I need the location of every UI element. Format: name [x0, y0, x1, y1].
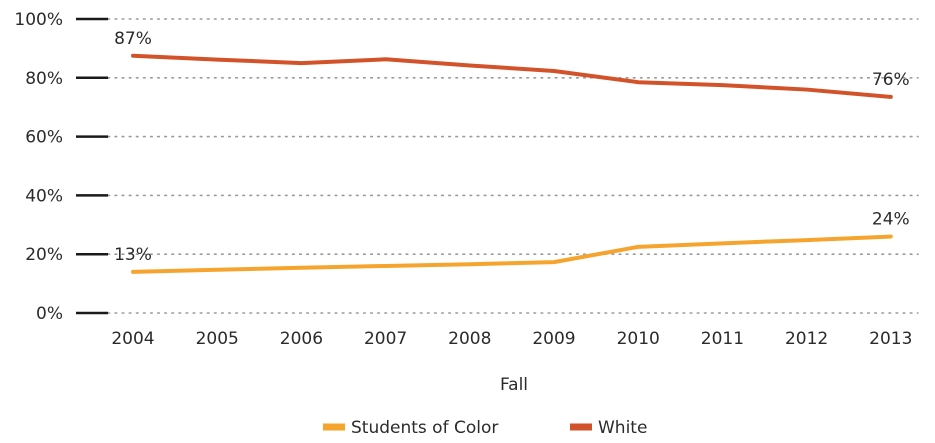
legend-swatch	[323, 423, 345, 431]
y-axis: 0% 20% 40% 60% 80% 100%	[14, 10, 108, 324]
y-tick-label: 100%	[14, 10, 63, 30]
y-tick-label: 60%	[25, 128, 63, 148]
legend-swatch	[570, 423, 592, 431]
y-tick-label: 20%	[25, 245, 63, 265]
legend-label: Students of Color	[351, 418, 498, 438]
x-tick-label: 2009	[532, 329, 575, 349]
series-line-white	[131, 53, 893, 99]
y-tick-label: 40%	[25, 186, 63, 206]
x-tick-label: 2013	[869, 329, 912, 349]
x-tick-label: 2010	[617, 329, 660, 349]
data-labels: 13% 24% 87% 76%	[114, 29, 910, 265]
x-axis: 2004 2005 2006 2007 2008 2009 2010 2011 2012 2013	[111, 329, 912, 349]
x-tick-label: 2012	[785, 329, 828, 349]
x-tick-label: 2007	[364, 329, 407, 349]
data-label: 87%	[114, 29, 152, 49]
x-tick-label: 2004	[111, 329, 154, 349]
gridlines	[107, 18, 919, 314]
data-label: 13%	[114, 245, 152, 265]
y-tick-label: 0%	[36, 304, 63, 324]
series-lines	[131, 53, 893, 274]
series-line-students-of-color	[131, 234, 893, 274]
legend-label: White	[598, 418, 647, 438]
x-tick-label: 2008	[448, 329, 491, 349]
x-tick-label: 2006	[280, 329, 323, 349]
x-axis-title: Fall	[500, 375, 528, 395]
x-tick-label: 2005	[196, 329, 239, 349]
y-tick-label: 80%	[25, 69, 63, 89]
legend: Students of Color White	[323, 418, 647, 438]
data-label: 24%	[872, 210, 910, 230]
x-tick-label: 2011	[701, 329, 744, 349]
data-label: 76%	[872, 70, 910, 90]
